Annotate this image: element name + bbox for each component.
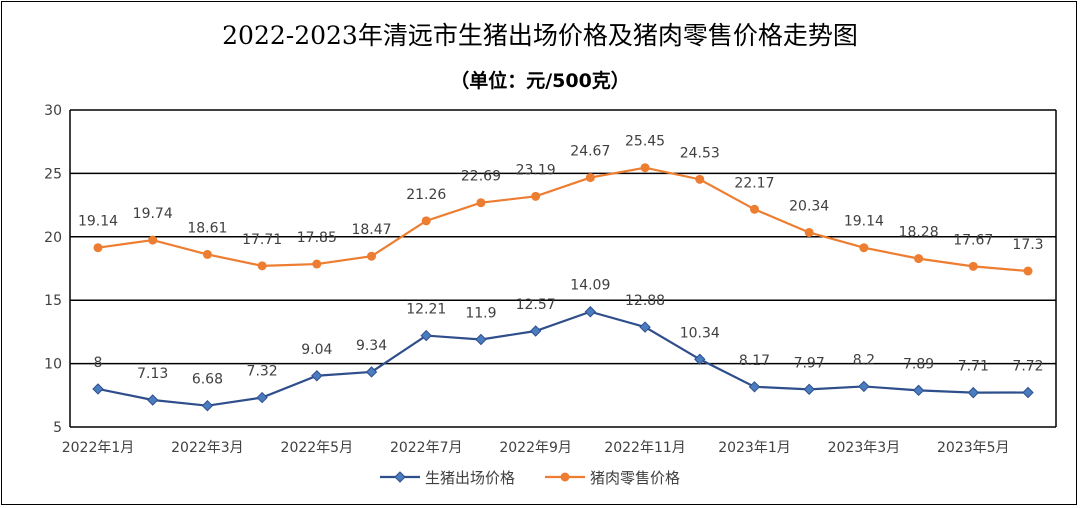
data-point xyxy=(640,163,650,173)
data-label: 11.9 xyxy=(465,306,496,322)
data-label: 18.47 xyxy=(351,222,391,238)
data-label: 8.17 xyxy=(739,353,770,369)
data-label: 19.14 xyxy=(844,214,884,230)
data-label: 7.71 xyxy=(958,359,989,375)
legend-diamond-icon xyxy=(394,471,406,483)
data-point xyxy=(421,216,431,226)
data-point xyxy=(639,321,651,333)
data-point xyxy=(529,325,542,337)
data-label: 8 xyxy=(94,355,103,371)
data-point xyxy=(585,173,595,183)
y-tick-label: 15 xyxy=(44,293,62,309)
data-point xyxy=(804,227,814,237)
data-label: 7.89 xyxy=(903,356,934,372)
data-point xyxy=(367,251,377,261)
x-tick-label: 2022年7月 xyxy=(390,440,463,456)
x-tick-label: 2022年9月 xyxy=(499,440,572,456)
data-point xyxy=(256,391,268,404)
data-label: 25.45 xyxy=(625,134,665,150)
data-point xyxy=(584,306,597,318)
data-point xyxy=(475,333,487,346)
data-point xyxy=(312,259,322,269)
data-label: 9.04 xyxy=(301,342,332,358)
x-tick-label: 2022年3月 xyxy=(171,440,244,456)
y-tick-label: 20 xyxy=(44,230,62,246)
data-point xyxy=(1022,386,1034,399)
data-point xyxy=(803,383,815,396)
data-point xyxy=(968,261,978,271)
data-label: 18.28 xyxy=(899,225,939,241)
y-tick-label: 5 xyxy=(53,420,62,436)
series-line-1 xyxy=(97,166,1029,273)
x-tick-label: 2022年1月 xyxy=(62,440,135,456)
data-point xyxy=(148,235,158,245)
data-point xyxy=(365,366,378,378)
data-label: 21.26 xyxy=(406,187,446,203)
data-label: 8.2 xyxy=(853,352,875,368)
x-tick-label: 2023年3月 xyxy=(828,440,901,456)
data-point xyxy=(531,191,541,201)
y-tick-label: 10 xyxy=(44,357,62,373)
x-tick-label: 2023年5月 xyxy=(937,440,1010,456)
data-label: 9.34 xyxy=(356,338,387,354)
data-point xyxy=(476,198,486,208)
data-point xyxy=(257,261,267,271)
legend-label: 生猪出场价格 xyxy=(425,469,515,487)
data-point xyxy=(1023,266,1033,276)
data-label: 19.14 xyxy=(78,214,118,230)
data-point xyxy=(202,249,212,259)
data-label: 20.34 xyxy=(789,198,829,214)
data-point xyxy=(201,399,214,412)
data-label: 22.69 xyxy=(461,169,501,185)
data-point xyxy=(93,243,103,253)
data-label: 19.74 xyxy=(133,206,173,222)
data-label: 7.72 xyxy=(1012,359,1043,375)
data-point xyxy=(914,254,924,264)
data-point xyxy=(694,353,706,365)
x-tick-label: 2022年5月 xyxy=(281,440,354,456)
data-label: 17.71 xyxy=(242,232,282,248)
data-label: 17.3 xyxy=(1012,237,1043,253)
data-label: 22.17 xyxy=(734,175,774,191)
data-label: 7.97 xyxy=(794,355,825,371)
data-point xyxy=(748,381,761,393)
legend-label: 猪肉零售价格 xyxy=(590,469,680,487)
data-point xyxy=(92,383,104,395)
data-label: 12.21 xyxy=(406,302,446,318)
data-label: 24.53 xyxy=(680,145,720,161)
data-label: 17.67 xyxy=(953,232,993,248)
chart-title: 2022-2023年清远市生猪出场价格及猪肉零售价格走势图 xyxy=(222,21,858,50)
data-point xyxy=(912,384,925,397)
data-label: 10.34 xyxy=(680,325,720,341)
x-tick-label: 2022年11月 xyxy=(604,440,685,456)
data-label: 24.67 xyxy=(570,144,610,160)
data-point xyxy=(695,174,705,184)
chart-subtitle: （单位：元/500克） xyxy=(450,70,630,92)
data-label: 18.61 xyxy=(187,220,227,236)
data-label: 14.09 xyxy=(570,278,610,294)
x-tick-label: 2023年1月 xyxy=(718,440,791,456)
data-label: 12.57 xyxy=(516,297,556,313)
data-label: 7.13 xyxy=(137,366,168,382)
data-label: 7.32 xyxy=(247,364,278,380)
data-label: 23.19 xyxy=(516,162,556,178)
data-point xyxy=(859,243,869,253)
data-point xyxy=(858,380,870,393)
data-label: 17.85 xyxy=(297,230,337,246)
data-point xyxy=(311,370,323,382)
data-point xyxy=(967,386,980,399)
data-point xyxy=(749,204,759,214)
data-label: 12.88 xyxy=(625,293,665,309)
data-point xyxy=(420,329,432,342)
data-point xyxy=(146,394,159,406)
legend-circle-icon xyxy=(560,472,570,482)
y-tick-label: 30 xyxy=(44,103,62,119)
data-label: 6.68 xyxy=(192,372,223,388)
series-line-0 xyxy=(97,310,1029,407)
y-tick-label: 25 xyxy=(44,166,62,182)
